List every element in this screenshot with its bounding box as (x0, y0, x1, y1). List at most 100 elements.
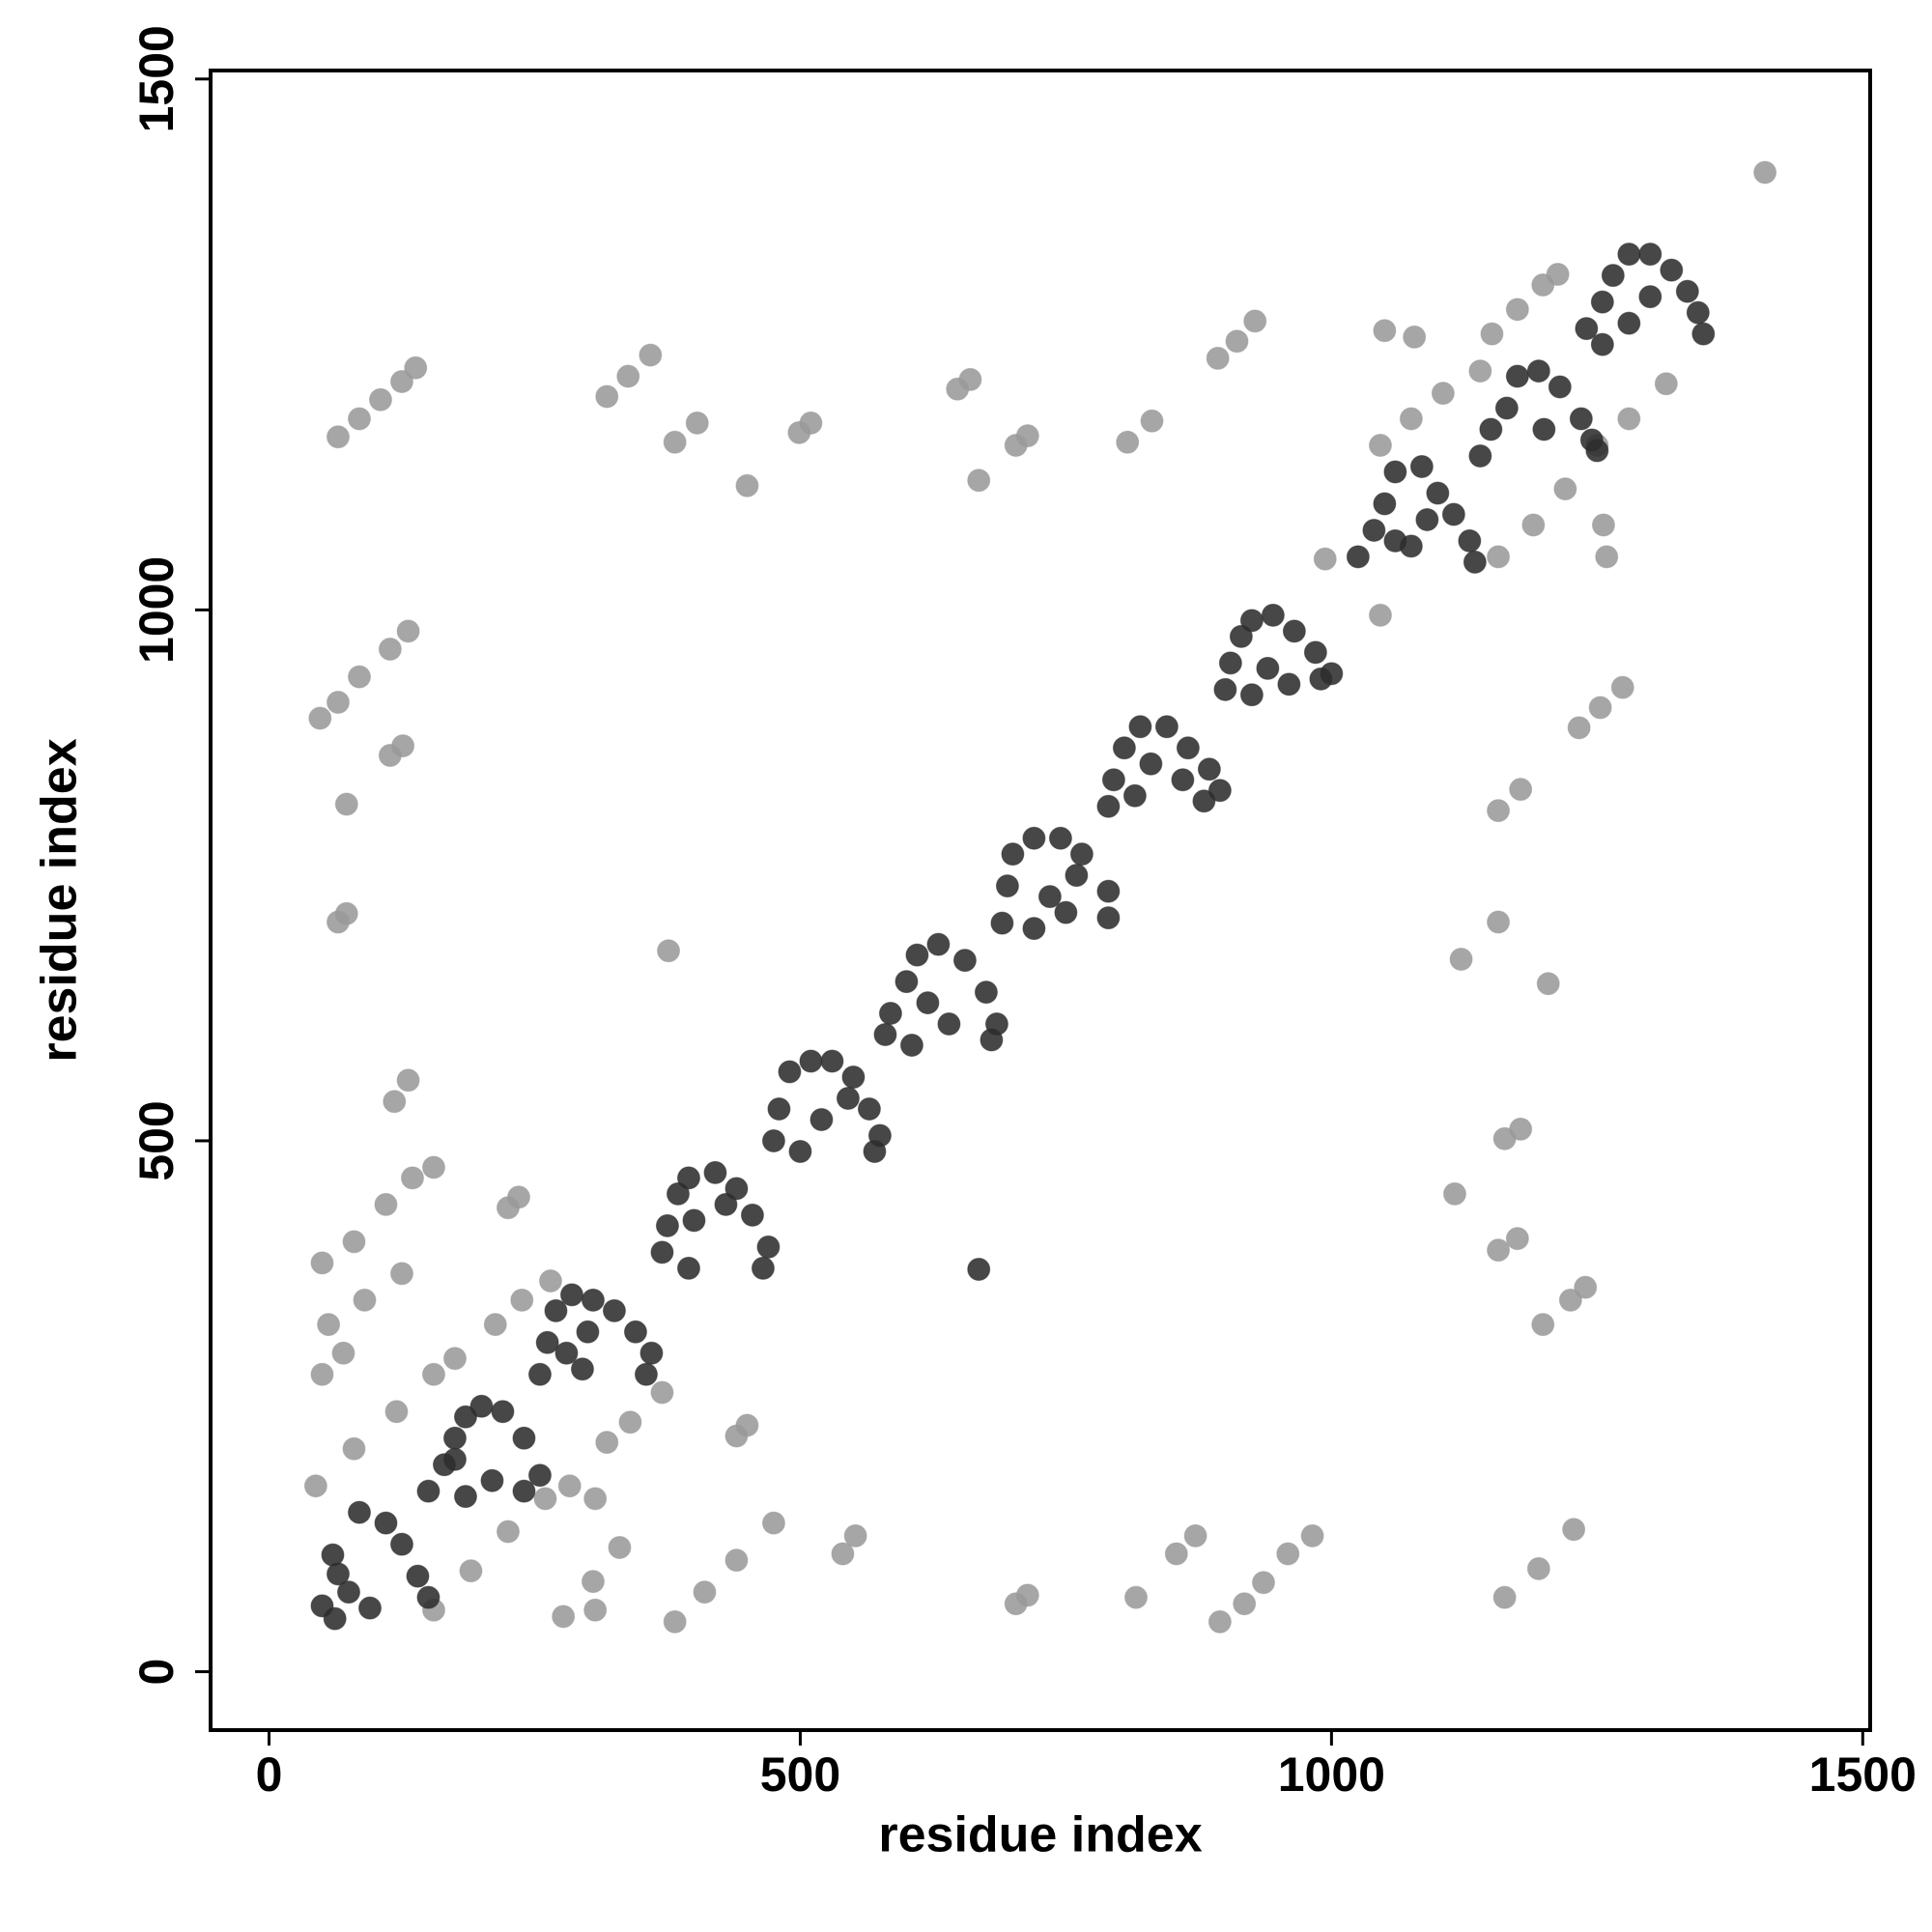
scatter-point (810, 1107, 834, 1131)
scatter-point (623, 1320, 647, 1344)
scatter-point (1206, 346, 1230, 370)
scatter-point (967, 1257, 991, 1281)
scatter-point (899, 1034, 923, 1058)
scatter-point (843, 1523, 867, 1548)
scatter-point (714, 1192, 738, 1216)
x-axis-title: residue index (878, 1807, 1202, 1863)
scatter-point (1675, 279, 1699, 303)
scatter-point (618, 1410, 642, 1435)
x-tick-label: 500 (760, 1747, 840, 1802)
scatter-point (1282, 619, 1306, 643)
scatter-point (1617, 242, 1641, 267)
scatter-point (1601, 264, 1625, 288)
scatter-point (331, 1341, 355, 1365)
scatter-point (863, 1139, 887, 1163)
scatter-point (1154, 715, 1179, 739)
scatter-point (1487, 545, 1511, 569)
scatter-point (1239, 609, 1264, 633)
scatter-point (1536, 972, 1560, 996)
scatter-point (1480, 322, 1504, 346)
scatter-point (663, 430, 687, 454)
scatter-point (958, 367, 982, 391)
scatter-point (1610, 675, 1634, 699)
scatter-point (317, 1313, 341, 1337)
scatter-point (937, 1012, 961, 1037)
scatter-point (735, 1413, 759, 1437)
scatter-point (1001, 842, 1025, 867)
scatter-point (416, 1585, 440, 1609)
scatter-point (583, 1487, 608, 1511)
scatter-point (1479, 417, 1503, 441)
scatter-point (1686, 300, 1710, 325)
scatter-point (1590, 332, 1614, 356)
scatter-point (1213, 677, 1237, 701)
scatter-point (1505, 298, 1529, 322)
scatter-point (1590, 290, 1614, 314)
scatter-point (527, 1463, 552, 1488)
scatter-point (1463, 550, 1487, 574)
scatter-point (1233, 1592, 1257, 1616)
scatter-point (1753, 160, 1777, 185)
scatter-point (1558, 1288, 1582, 1312)
scatter-point (469, 1394, 494, 1418)
scatter-point (391, 734, 415, 758)
scatter-point (559, 1283, 583, 1307)
scatter-point (1575, 317, 1599, 341)
scatter-point (1492, 1585, 1517, 1609)
scatter-point (1567, 716, 1591, 740)
x-tick-label: 1000 (1278, 1747, 1385, 1802)
scatter-point (1176, 736, 1200, 760)
scatter-point (1277, 672, 1301, 696)
scatter-point (740, 1203, 764, 1227)
scatter-point (1617, 311, 1641, 335)
scatter-point (1569, 407, 1593, 431)
scatter-point (303, 1474, 327, 1498)
scatter-point (1122, 783, 1147, 808)
scatter-point (334, 901, 358, 925)
scatter-point (552, 1605, 576, 1629)
scatter-point (1368, 434, 1392, 458)
scatter-point (581, 1570, 605, 1594)
scatter-point (326, 1562, 350, 1586)
y-axis-title: residue index (32, 738, 88, 1062)
scatter-point (1509, 1117, 1533, 1141)
scatter-point (310, 1251, 334, 1275)
scatter-point (735, 473, 759, 497)
scatter-point (788, 1139, 812, 1163)
scatter-point (1303, 640, 1327, 665)
scatter-point (1346, 545, 1370, 569)
scatter-point (1218, 651, 1242, 675)
scatter-point (581, 1288, 605, 1312)
scatter-point (1256, 656, 1280, 680)
scatter-point (1164, 1542, 1188, 1566)
scatter-point (1399, 407, 1423, 431)
scatter-point (1251, 1571, 1275, 1595)
scatter-point (595, 1431, 619, 1455)
y-tick-label: 500 (129, 1100, 184, 1180)
scatter-point (1037, 885, 1062, 909)
scatter-point (836, 1086, 860, 1110)
scatter-point (676, 1256, 700, 1280)
scatter-point (905, 943, 929, 967)
scatter-point (639, 343, 663, 367)
scatter-point (554, 1341, 579, 1365)
scatter-point (321, 1543, 345, 1567)
scatter-point (767, 1096, 791, 1121)
scatter-point (1526, 359, 1550, 384)
scatter-point (421, 1362, 445, 1386)
y-tick-label: 1500 (129, 25, 184, 132)
scatter-point (761, 1511, 785, 1535)
scatter-point (453, 1485, 477, 1509)
scatter-point (1383, 460, 1407, 484)
scatter-point (510, 1288, 534, 1312)
scatter-point (841, 1065, 866, 1090)
scatter-point (404, 355, 428, 380)
scatter-point (342, 1436, 366, 1461)
scatter-point (538, 1269, 562, 1293)
scatter-point (1442, 1181, 1466, 1206)
scatter-point (1112, 736, 1136, 760)
scatter-point (1585, 439, 1609, 463)
scatter-point (1116, 430, 1140, 454)
scatter-point (916, 991, 940, 1015)
